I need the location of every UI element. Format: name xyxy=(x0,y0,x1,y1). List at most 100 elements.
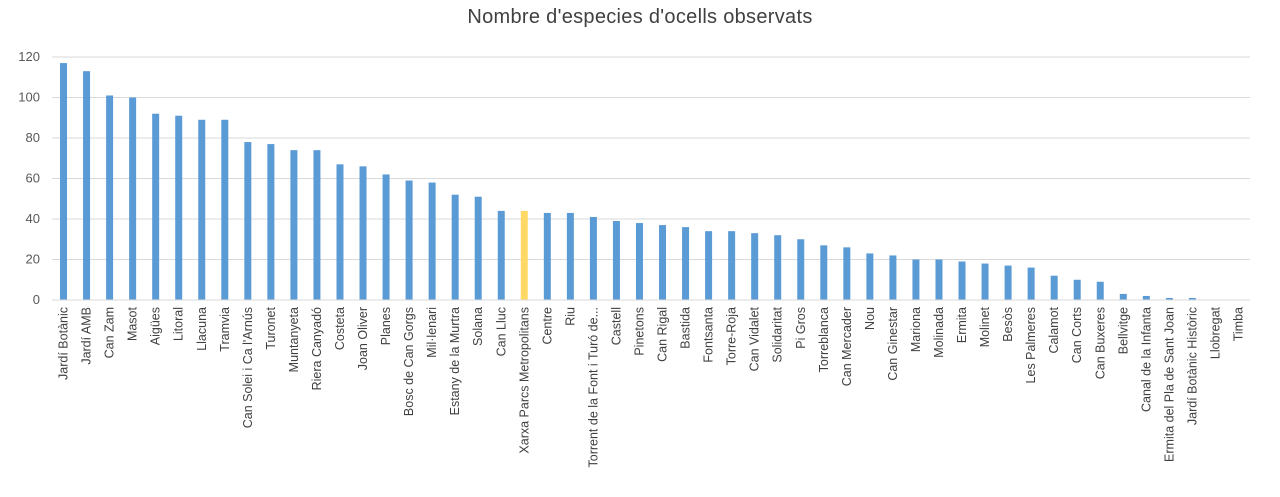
chart-title: Nombre d'especies d'ocells observats xyxy=(467,6,813,28)
bar xyxy=(290,150,298,300)
x-category-label: Planes xyxy=(379,307,393,345)
bar xyxy=(912,259,920,300)
bar xyxy=(659,225,667,300)
bar xyxy=(612,221,620,300)
bar xyxy=(474,196,482,300)
x-category-label: Canal de la Infanta xyxy=(1139,307,1153,412)
bar xyxy=(981,263,989,300)
bar xyxy=(589,216,597,300)
x-category-label: Bastida xyxy=(679,307,693,349)
bar xyxy=(1096,281,1104,300)
x-category-label: Litoral xyxy=(172,307,186,341)
bar xyxy=(958,261,966,300)
y-tick-label: 20 xyxy=(26,252,40,267)
x-category-label: Turonet xyxy=(264,306,278,349)
x-category-label: Ermita del Pla de Sant Joan xyxy=(1162,307,1176,462)
x-category-label: Riera Canyadó xyxy=(310,307,324,390)
bar xyxy=(336,164,344,300)
x-category-label: Llobregat xyxy=(1208,306,1222,359)
bar xyxy=(1188,297,1196,300)
bar xyxy=(1073,279,1081,300)
x-category-label: Nou xyxy=(863,307,877,330)
bar xyxy=(83,71,91,300)
x-category-label: Can Zam xyxy=(103,307,117,358)
x-category-label: Calamot xyxy=(1047,306,1061,353)
x-axis-category-labels: Jardí Botànic Jardí AMB Can Zam Masot Aigües… xyxy=(57,306,1246,467)
bar xyxy=(497,210,505,300)
bar xyxy=(705,231,713,300)
x-category-label: Joan Oliver xyxy=(356,307,370,370)
grid-lines xyxy=(52,56,1250,260)
x-category-label: Bellvitge xyxy=(1116,307,1130,354)
bar xyxy=(382,174,390,300)
bar xyxy=(244,142,252,300)
bar xyxy=(1027,267,1035,300)
x-category-label: Pinetons xyxy=(632,307,646,356)
x-category-label: Tramvia xyxy=(218,307,232,352)
y-tick-label: 60 xyxy=(26,171,40,186)
x-category-label: Molinada xyxy=(932,307,946,358)
x-category-label: Pi Gros xyxy=(794,307,808,349)
y-axis-tick-labels: 0 20 40 60 80 100 120 xyxy=(18,49,40,307)
x-category-label: Jardí Botànic xyxy=(57,307,71,380)
bar xyxy=(520,210,528,300)
y-tick-label: 100 xyxy=(18,90,40,105)
y-tick-label: 80 xyxy=(26,130,40,145)
x-category-label: Torrent de la Font i Turó de... xyxy=(586,307,600,468)
x-category-label: Masot xyxy=(126,306,140,341)
x-category-label: Can Solei i Ca l'Arnús xyxy=(241,307,255,428)
x-category-label: Molinet xyxy=(978,306,992,347)
x-category-label: Torreblanca xyxy=(817,307,831,372)
bar xyxy=(1142,295,1150,300)
bar xyxy=(428,182,436,300)
x-category-label: Besòs xyxy=(1001,307,1015,342)
x-category-label: Mil·lenari xyxy=(425,307,439,358)
x-category-label: Can Mercader xyxy=(840,307,854,386)
bar xyxy=(451,194,459,300)
x-category-label: Les Palmeres xyxy=(1024,307,1038,383)
bar xyxy=(60,63,68,301)
x-category-label: Costeta xyxy=(333,307,347,350)
x-category-label: Fontsanta xyxy=(702,307,716,363)
bar xyxy=(359,166,367,300)
x-category-label: Jardí Botànic Històric xyxy=(1185,307,1199,425)
x-category-label: Xarxa Parcs Metropolitans xyxy=(517,307,531,454)
x-category-label: Can Vidalet xyxy=(748,306,762,371)
x-category-label: Bosc de Can Gorgs xyxy=(402,307,416,416)
x-category-label: Aigües xyxy=(149,307,163,345)
bar xyxy=(1050,275,1058,300)
bar xyxy=(405,180,413,300)
x-category-label: Can Lluc xyxy=(494,307,508,356)
bar xyxy=(152,113,160,300)
bar xyxy=(797,239,805,300)
x-category-label: Mariona xyxy=(909,307,923,352)
x-category-label: Can Buxeres xyxy=(1093,307,1107,379)
bar xyxy=(843,247,851,300)
bar xyxy=(935,259,943,300)
bar xyxy=(221,119,229,301)
bar xyxy=(106,95,114,300)
x-category-label: Torre-Roja xyxy=(725,307,739,365)
x-category-label: Castell xyxy=(609,307,623,345)
bar xyxy=(129,97,137,300)
y-tick-label: 0 xyxy=(33,292,40,307)
bar xyxy=(866,253,874,300)
bar xyxy=(313,150,321,300)
bar xyxy=(635,223,643,300)
bars xyxy=(60,63,1196,301)
x-category-label: Muntanyeta xyxy=(287,307,301,372)
x-category-label: Centre xyxy=(540,307,554,345)
x-category-label: Solana xyxy=(471,307,485,346)
x-category-label: Estany de la Murtra xyxy=(448,307,462,415)
bar xyxy=(820,245,828,300)
bar xyxy=(543,212,551,300)
bar xyxy=(1165,297,1173,300)
bar xyxy=(728,231,736,300)
bar xyxy=(1004,265,1012,300)
bar xyxy=(774,235,782,300)
y-tick-label: 40 xyxy=(26,211,40,226)
bar xyxy=(751,233,759,300)
x-category-label: Ermita xyxy=(955,307,969,343)
